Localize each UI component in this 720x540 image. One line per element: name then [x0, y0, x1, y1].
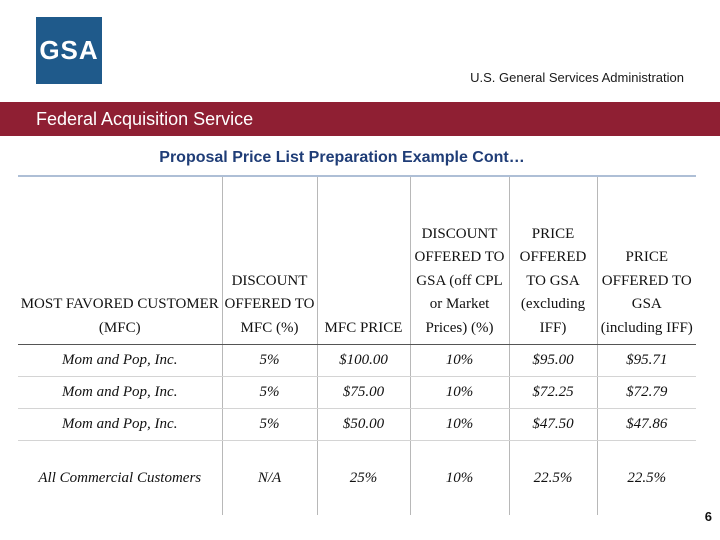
table-cell: $47.50	[508, 408, 597, 441]
table-row: Mom and Pop, Inc. 5% $75.00 10% $72.25 $…	[18, 376, 696, 409]
table-cell: $95.00	[508, 344, 597, 377]
gsa-logo-text: GSA	[39, 35, 99, 65]
col-header-mfc: MOST FAVORED CUSTOMER (MFC)	[18, 177, 222, 345]
price-table-container: MOST FAVORED CUSTOMER (MFC) DISCOUNT OFF…	[18, 175, 696, 515]
gsa-logo: GSA	[36, 17, 102, 84]
table-cell: 22.5%	[508, 440, 597, 515]
table-cell: 5%	[221, 408, 317, 441]
table-cell: $47.86	[596, 408, 696, 441]
table-cell: $100.00	[316, 344, 410, 377]
table-cell: Mom and Pop, Inc.	[18, 376, 222, 409]
page-number: 6	[704, 509, 712, 524]
table-cell: 5%	[221, 344, 317, 377]
table-cell: Mom and Pop, Inc.	[18, 344, 222, 377]
col-header-price-excl-iff: PRICE OFFERED TO GSA (excluding IFF)	[508, 177, 597, 345]
table-cell: 22.5%	[596, 440, 696, 515]
banner: Federal Acquisition Service	[0, 102, 720, 136]
table-row: Mom and Pop, Inc. 5% $100.00 10% $95.00 …	[18, 344, 696, 377]
table-cell: 25%	[316, 440, 410, 515]
table-row: All Commercial Customers N/A 25% 10% 22.…	[18, 440, 696, 515]
col-header-discount-mfc: DISCOUNT OFFERED TO MFC (%)	[221, 177, 317, 345]
table-cell: 10%	[409, 344, 509, 377]
banner-title: Federal Acquisition Service	[36, 109, 254, 129]
table-cell: $75.00	[316, 376, 410, 409]
table-cell: 10%	[409, 408, 509, 441]
table-cell: 5%	[221, 376, 317, 409]
table-cell: $50.00	[316, 408, 410, 441]
col-header-mfc-price: MFC PRICE	[316, 177, 410, 345]
table-cell: $72.79	[596, 376, 696, 409]
table-cell: $95.71	[596, 344, 696, 377]
table-cell: All Commercial Customers	[38, 469, 202, 486]
price-table: MOST FAVORED CUSTOMER (MFC) DISCOUNT OFF…	[18, 177, 696, 515]
table-row: Mom and Pop, Inc. 5% $50.00 10% $47.50 $…	[18, 408, 696, 441]
table-cell: N/A	[221, 440, 317, 515]
col-header-discount-gsa: DISCOUNT OFFERED TO GSA (off CPL or Mark…	[409, 177, 509, 345]
table-cell: Mom and Pop, Inc.	[18, 408, 222, 441]
agency-name: U.S. General Services Administration	[470, 70, 684, 85]
slide-title: Proposal Price List Preparation Example …	[159, 149, 525, 166]
table-header-row: MOST FAVORED CUSTOMER (MFC) DISCOUNT OFF…	[18, 177, 696, 345]
table-cell: 10%	[409, 440, 509, 515]
col-header-price-incl-iff: PRICE OFFERED TO GSA (including IFF)	[596, 177, 696, 345]
table-cell: $72.25	[508, 376, 597, 409]
table-cell: 10%	[409, 376, 509, 409]
